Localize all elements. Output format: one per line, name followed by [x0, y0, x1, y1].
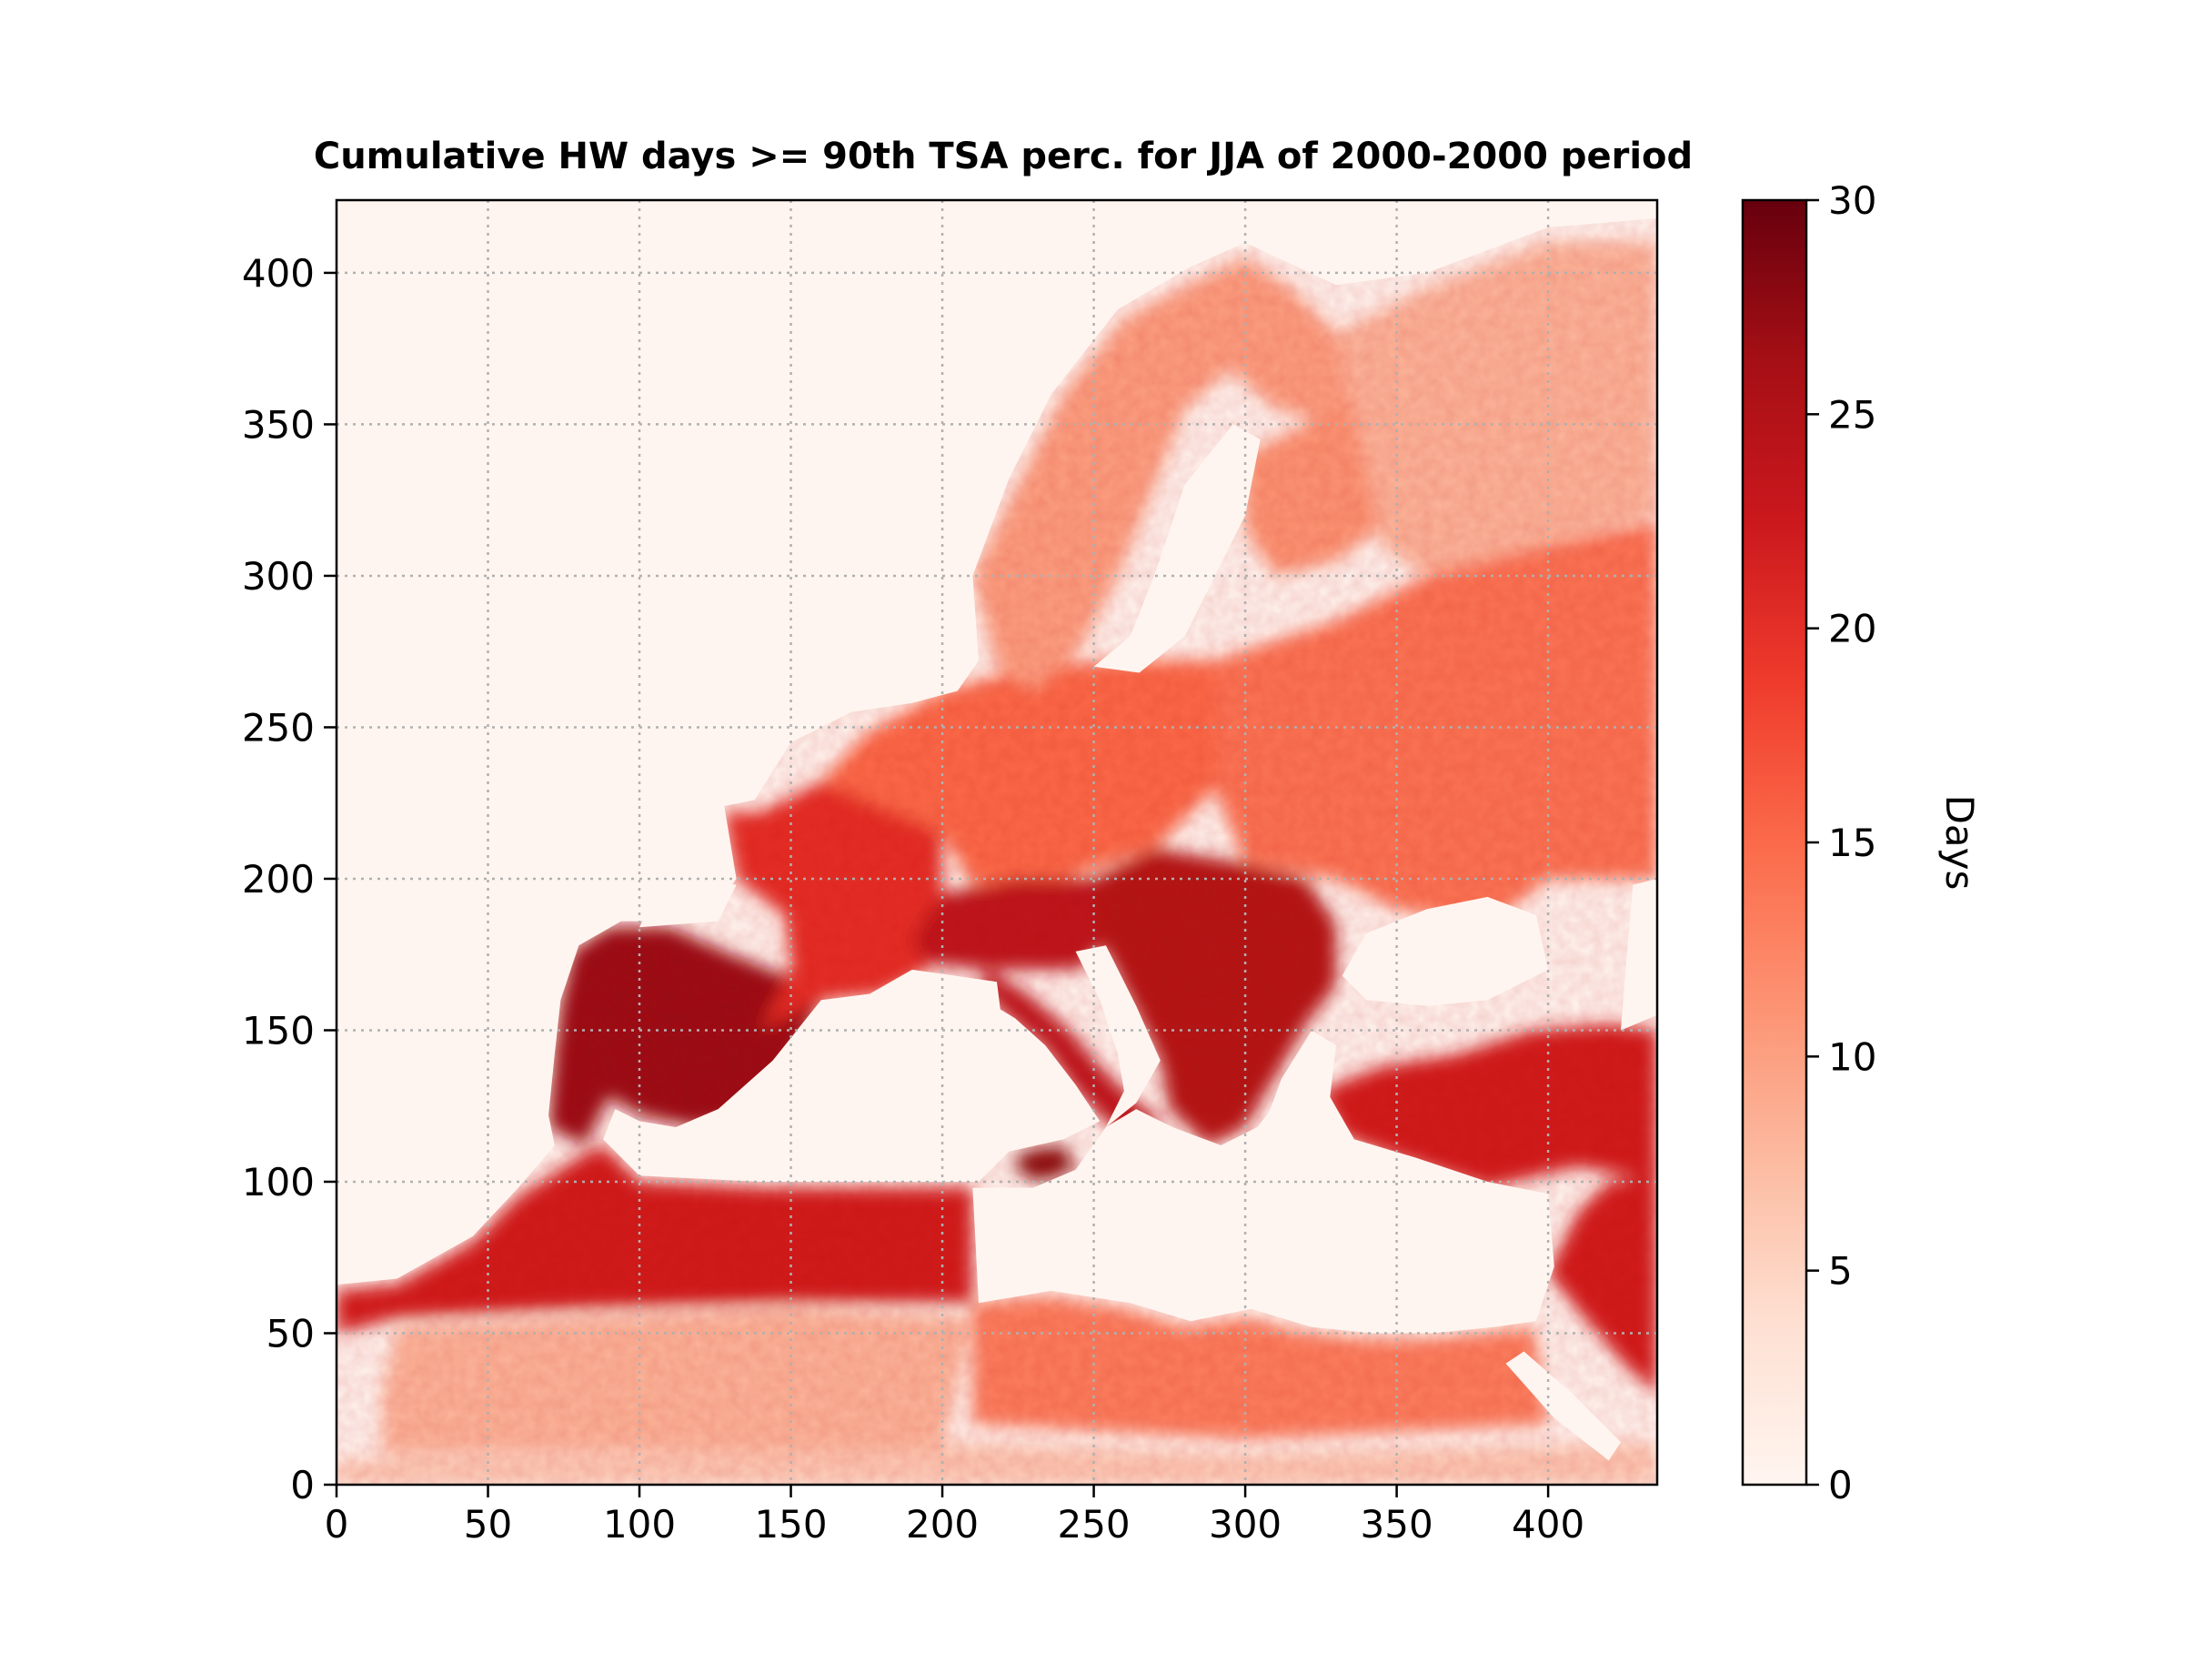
colorbar-tick-label: 5	[1828, 1249, 1853, 1294]
colorbar-tick-label: 10	[1828, 1034, 1876, 1079]
heatmap-area	[337, 200, 1657, 1485]
y-tick-label: 350	[242, 402, 315, 447]
x-tick-label: 150	[754, 1502, 827, 1547]
colorbar-tick-label: 30	[1828, 178, 1876, 223]
y-tick-label: 50	[266, 1311, 315, 1356]
sea-mask-north	[1245, 200, 1657, 286]
colorbar-tick-label: 20	[1828, 607, 1876, 651]
colorbar-tick-label: 25	[1828, 392, 1876, 437]
sea-mask-aegean	[1260, 1030, 1336, 1136]
sea-mask-caspian	[1621, 879, 1657, 1031]
y-tick-label: 0	[290, 1463, 315, 1507]
sea-mask-bayofbiscay	[639, 879, 737, 928]
y-tick-label: 100	[242, 1160, 315, 1204]
heatmap-sea	[337, 200, 1657, 1461]
chart-title: Cumulative HW days >= 90th TSA perc. for…	[314, 136, 1693, 177]
x-tick-label: 100	[603, 1502, 676, 1547]
sea-mask-atlantic	[337, 200, 1276, 1285]
y-tick-label: 300	[242, 554, 315, 599]
x-tick-label: 350	[1361, 1502, 1433, 1547]
y-tick-label: 400	[242, 251, 315, 296]
x-tick-label: 250	[1057, 1502, 1130, 1547]
x-tick-label: 50	[464, 1502, 512, 1547]
sea-mask-blacksea	[1342, 896, 1549, 1006]
x-tick-label: 300	[1209, 1502, 1282, 1547]
sea-mask-baltic	[1093, 424, 1261, 673]
y-tick-label: 250	[242, 705, 315, 750]
x-tick-label: 200	[906, 1502, 979, 1547]
sea-mask-westmed	[603, 969, 1003, 1182]
sea-mask-adriatic	[1075, 945, 1161, 1127]
sea-mask-tyrrhenian	[960, 1000, 1101, 1182]
sea-mask-redsea	[1505, 1351, 1621, 1461]
colorbar	[1741, 198, 1808, 1487]
colorbar-label: Days	[1937, 795, 1982, 891]
colorbar-tick-label: 0	[1828, 1463, 1853, 1507]
sea-mask-eastmed	[972, 1073, 1554, 1334]
x-tick-label: 400	[1512, 1502, 1584, 1547]
plot-frame	[335, 198, 1659, 1487]
colorbar-tick-label: 15	[1828, 821, 1876, 865]
y-tick-label: 150	[242, 1008, 315, 1053]
y-tick-label: 200	[242, 857, 315, 902]
x-tick-label: 0	[325, 1502, 349, 1547]
